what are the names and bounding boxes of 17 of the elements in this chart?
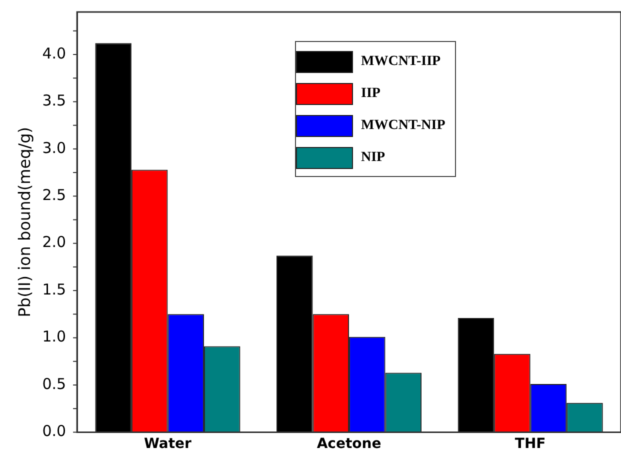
y-tick-label: 2.5: [42, 186, 66, 204]
y-tick-label: 0.0: [42, 422, 66, 440]
y-tick-label: 4.0: [42, 44, 66, 62]
y-axis-title: Pb(II) ion bound(meq/g): [14, 126, 34, 318]
y-tick-label: 2.0: [42, 233, 66, 252]
legend-label: MWCNT-IIP: [361, 54, 441, 70]
x-tick-label: Acetone: [316, 436, 382, 452]
y-tick-label: 1.0: [42, 328, 66, 346]
legend-label: MWCNT-NIP: [361, 118, 446, 134]
y-tick-label: 1.5: [42, 280, 66, 298]
legend-label: NIP: [361, 150, 386, 166]
legend-label: IIP: [361, 86, 380, 102]
y-tick-label: 3.0: [42, 138, 66, 157]
x-tick-label: THF: [514, 436, 546, 452]
x-tick-label: Water: [144, 436, 192, 452]
y-tick-label: 3.5: [42, 92, 66, 110]
y-tick-label: 0.5: [42, 374, 66, 393]
